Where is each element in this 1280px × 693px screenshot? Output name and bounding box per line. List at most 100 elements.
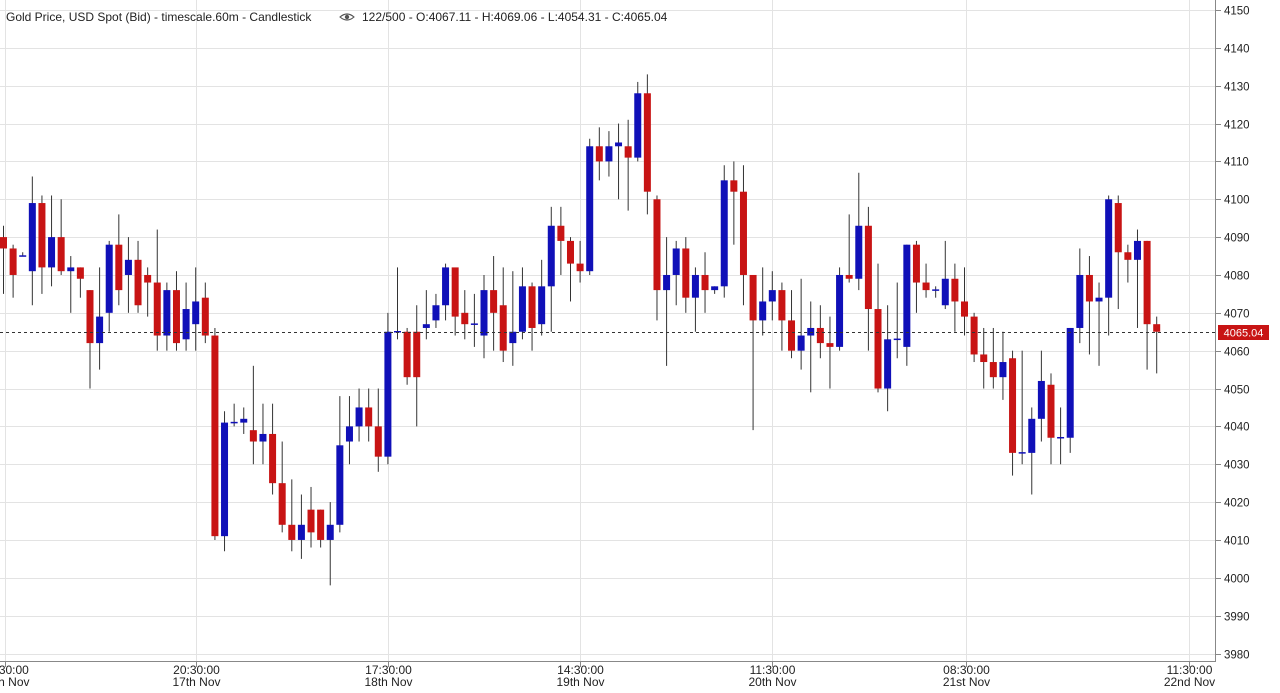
y-tick-label: 4150 xyxy=(1224,6,1250,18)
last-price-badge-bg xyxy=(1218,325,1269,340)
candle-body xyxy=(807,327,815,336)
candle-body xyxy=(317,509,325,540)
candle-body xyxy=(172,290,180,344)
candle-body xyxy=(682,248,690,298)
y-tick-label: 4140 xyxy=(1224,44,1250,56)
candle-body xyxy=(980,354,988,363)
candle-body xyxy=(105,244,113,313)
candle-body xyxy=(134,259,142,306)
y-tick-label: 3980 xyxy=(1224,650,1250,662)
candle-body xyxy=(269,433,277,484)
candle-body xyxy=(28,203,36,272)
candle-body xyxy=(355,407,363,427)
x-tick-date: 14th Nov xyxy=(0,675,30,688)
candle-body xyxy=(730,180,738,192)
candle-body xyxy=(989,362,997,378)
candle-body xyxy=(221,422,229,537)
candle-body xyxy=(884,339,892,389)
x-tick-time: 20:30:00 xyxy=(173,663,220,677)
candle-body xyxy=(124,259,132,275)
candle-body xyxy=(413,331,421,378)
candle-body xyxy=(451,267,459,317)
candle-body xyxy=(192,301,200,325)
candle-body xyxy=(605,146,613,162)
candle-body xyxy=(201,297,209,336)
y-axis: 3980 3990 4000 4010 4020 4030 4040 4050 4060 4070… xyxy=(1215,6,1250,662)
candle-body xyxy=(951,278,959,302)
x-tick-time: 08:30:00 xyxy=(943,663,990,677)
candle-body xyxy=(816,327,824,344)
candle-body xyxy=(230,421,238,424)
candle-body xyxy=(720,180,728,287)
eye-icon[interactable] xyxy=(339,13,355,21)
y-tick-label: 4040 xyxy=(1224,422,1250,434)
candle-body xyxy=(1076,274,1084,328)
candle-body xyxy=(518,286,526,332)
candle-body xyxy=(1095,297,1103,302)
y-tick-label: 4000 xyxy=(1224,574,1250,586)
x-tick-date: 22nd Nov xyxy=(1164,675,1215,688)
candle-body xyxy=(1153,324,1161,332)
candle-body xyxy=(643,93,651,192)
candle-body xyxy=(278,483,286,525)
candle-body xyxy=(739,191,747,275)
candle-body xyxy=(615,142,623,147)
chart-header: Gold Price, USD Spot (Bid) - timescale.6… xyxy=(6,10,668,24)
candle-body xyxy=(634,93,642,158)
candle-body xyxy=(480,290,488,336)
ohlc-summary: 122/500 - O:4067.11 - H:4069.06 - L:4054… xyxy=(362,10,668,24)
candle-body xyxy=(76,267,84,279)
candle-body xyxy=(288,524,296,540)
candle-body xyxy=(422,324,430,328)
candle-body xyxy=(855,225,863,279)
candle-body xyxy=(576,263,584,272)
candle-body xyxy=(749,274,757,321)
candle-body xyxy=(788,320,796,351)
candle-body xyxy=(566,240,574,264)
candle-body xyxy=(336,445,344,525)
last-price-label: 4065.04 xyxy=(1224,328,1264,340)
candle-body xyxy=(1105,199,1113,298)
candle-body xyxy=(845,274,853,279)
candle-body xyxy=(1066,327,1074,438)
candle-body xyxy=(711,286,719,291)
candle-body xyxy=(345,426,353,442)
candle-body xyxy=(374,426,382,457)
candle-body xyxy=(932,289,940,291)
candle-body xyxy=(115,244,123,291)
candle-body xyxy=(672,248,680,275)
candle-body xyxy=(19,255,27,257)
candle-body xyxy=(48,237,56,268)
candle-body xyxy=(922,282,930,291)
candle-body xyxy=(509,331,517,344)
candles xyxy=(0,74,1161,586)
candle-body xyxy=(1047,384,1055,438)
candle-body xyxy=(394,331,402,333)
candle-body xyxy=(961,301,968,317)
candle-body xyxy=(1085,274,1093,302)
candle-body xyxy=(499,305,507,351)
candle-body xyxy=(836,274,844,347)
candle-body xyxy=(691,274,699,298)
candle-body xyxy=(144,274,152,283)
candle-body xyxy=(768,290,776,302)
x-tick-time: 11:30:00 xyxy=(1167,663,1213,677)
candle-body xyxy=(259,433,267,442)
candle-body xyxy=(211,335,219,537)
candle-body xyxy=(1057,436,1065,439)
candle-body xyxy=(403,331,411,378)
instrument-title: Gold Price, USD Spot (Bid) - timescale.6… xyxy=(6,10,312,24)
candle-body xyxy=(547,225,555,287)
candle-body xyxy=(595,146,603,162)
candle-body xyxy=(307,509,315,533)
candle-body xyxy=(86,290,94,344)
candle-body xyxy=(9,248,17,275)
candle-body xyxy=(461,312,469,325)
x-tick-date: 17th Nov xyxy=(172,675,220,688)
candle-body xyxy=(797,335,805,351)
y-tick-label: 4030 xyxy=(1224,460,1250,472)
candle-body xyxy=(153,282,161,336)
